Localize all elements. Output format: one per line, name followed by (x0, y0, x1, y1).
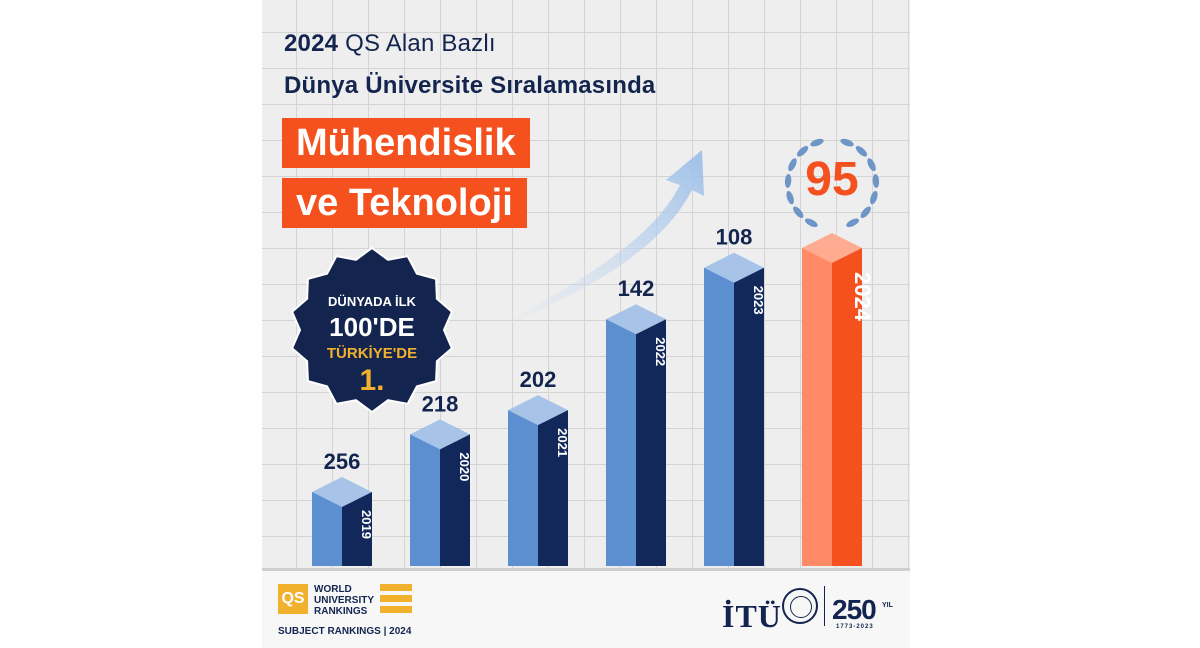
bar-front-2022 (606, 319, 636, 566)
ranking-bar-chart: DÜNYADA İLK 100'DE TÜRKİYE'DE 1. 2019 256… (290, 138, 880, 566)
itu-logo: İTÜ (722, 598, 782, 634)
bar-side-2021 (538, 410, 568, 566)
bar-year-label-2022: 2022 (653, 337, 668, 366)
logo-divider (824, 586, 825, 626)
bar-top-2023 (704, 252, 764, 283)
laurel-leaf (793, 206, 804, 219)
bar-value-label-2020: 218 (422, 391, 459, 416)
trend-arrow-icon (490, 150, 704, 332)
qs-line-2: UNIVERSITY (314, 595, 375, 606)
bar-year-label-2023: 2023 (751, 286, 766, 315)
title-year: 2024 (284, 30, 339, 57)
laurel-leaf (786, 190, 794, 205)
bar-front-2024 (802, 248, 832, 566)
achievement-badge: DÜNYADA İLK 100'DE TÜRKİYE'DE 1. (290, 246, 454, 414)
title-line-2: Dünya Üniversite Sıralamasında (284, 72, 656, 99)
badge-line-2: 100'DE (329, 312, 415, 342)
highlight-value-label: 95 (805, 153, 858, 206)
laurel-leaf (784, 173, 792, 188)
badge-line-3: TÜRKİYE'DE (327, 345, 417, 362)
bar-front-2020 (410, 434, 440, 566)
bar-front-2021 (508, 410, 538, 566)
bar-year-label-2020: 2020 (457, 452, 472, 481)
bar-top-2019 (312, 477, 372, 507)
bar-value-label-2022: 142 (618, 276, 655, 301)
bar-side-2022 (636, 319, 666, 566)
bar-front-2023 (704, 267, 734, 566)
laurel-leaf (860, 206, 871, 219)
bars-group: 2019 256 2020 218 2021 202 2022 142 2023 108 2024 9… (312, 153, 875, 566)
bar-value-label-2019: 256 (324, 449, 361, 474)
anniversary-dates: 1773-2023 (836, 624, 874, 630)
title-rest: QS Alan Bazlı (345, 30, 496, 57)
laurel-leaf (846, 218, 860, 228)
laurel-leaf (867, 158, 876, 172)
anniversary-unit: YIL (882, 602, 893, 609)
qs-wordmark: WORLD UNIVERSITY RANKINGS (314, 584, 374, 617)
bar-top-2020 (410, 419, 470, 450)
bar-value-label-2023: 108 (716, 225, 753, 250)
bar-side-2023 (734, 267, 764, 566)
subject-line-1: Mühendislik (282, 118, 530, 168)
bar-value-label-2021: 202 (520, 367, 557, 392)
bar-top-2021 (508, 395, 568, 426)
university-seal-icon (782, 588, 818, 624)
bar-year-label-2019: 2019 (359, 510, 374, 539)
qs-line-3: RANKINGS (314, 606, 368, 617)
qs-logo: QS (278, 584, 308, 614)
qs-subject-rankings: SUBJECT RANKINGS | 2024 (278, 626, 412, 637)
laurel-leaf (796, 146, 809, 157)
bar-year-label-2021: 2021 (555, 428, 570, 457)
qs-line-1: WORLD (314, 584, 352, 595)
subject-line-2: ve Teknoloji (282, 178, 527, 228)
laurel-leaf (804, 218, 818, 228)
bar-side-2024 (832, 248, 862, 566)
title-line-1: 2024 QS Alan Bazlı (284, 30, 496, 58)
badge-line-1: DÜNYADA İLK (328, 294, 416, 309)
laurel-leaf (840, 138, 854, 147)
bar-side-2020 (440, 434, 470, 566)
anniversary-logo: 250 (832, 594, 877, 625)
laurel-leaf (810, 138, 824, 147)
laurel-leaf (872, 173, 880, 188)
bar-year-label-2024: 2024 (850, 272, 875, 322)
laurel-leaf (788, 158, 797, 172)
qs-stripes-icon (380, 584, 412, 617)
laurel-leaf (855, 146, 868, 157)
laurel-wreath-icon (784, 138, 880, 228)
ranking-poster: 2024 QS Alan Bazlı Dünya Üniversite Sıra… (262, 0, 910, 648)
laurel-leaf (870, 190, 878, 205)
badge-line-4: 1. (359, 364, 384, 397)
bar-top-2022 (606, 304, 666, 335)
bar-top-2024 (802, 233, 862, 263)
